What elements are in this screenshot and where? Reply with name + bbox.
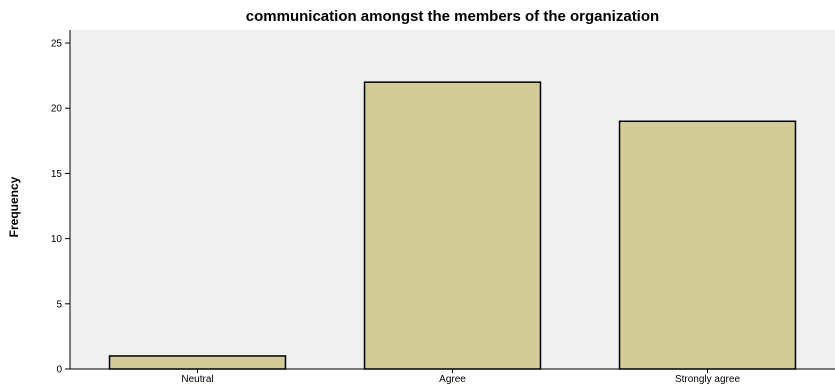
y-tick-label: 0 xyxy=(56,365,62,376)
x-axis-ticks: Neutral Agree Strongly agree xyxy=(181,369,740,385)
x-tick-label: Agree xyxy=(439,374,466,385)
y-tick-label: 25 xyxy=(51,39,63,50)
bar-neutral xyxy=(108,355,287,370)
y-tick-label: 20 xyxy=(51,104,63,115)
bar-strongly-agree xyxy=(618,120,797,370)
y-axis-ticks: 0 5 10 15 20 25 xyxy=(51,39,70,376)
y-tick-label: 15 xyxy=(51,169,63,180)
bars xyxy=(108,81,797,370)
x-tick-label: Neutral xyxy=(181,374,213,385)
chart-title: communication amongst the members of the… xyxy=(245,8,660,25)
y-tick-label: 5 xyxy=(56,299,62,310)
y-tick-label: 10 xyxy=(51,234,63,245)
x-tick-label: Strongly agree xyxy=(675,374,740,385)
bar-agree xyxy=(363,81,542,370)
